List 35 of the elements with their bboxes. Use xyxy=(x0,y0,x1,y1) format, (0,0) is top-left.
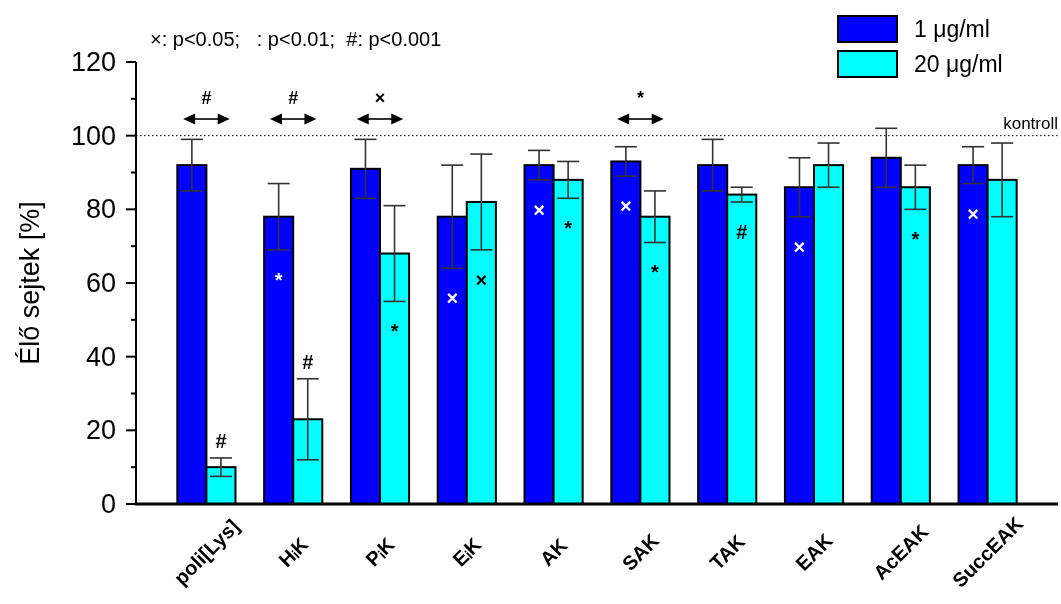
data-label: # xyxy=(736,220,748,243)
x-tick-label: PᵢK xyxy=(361,533,399,571)
x-tick-label: HᵢK xyxy=(274,532,313,571)
x-tick-label: AK xyxy=(535,533,572,570)
y-tick-label: 80 xyxy=(85,194,116,225)
y-tick-label: 0 xyxy=(100,489,116,519)
ref-line-label: kontroll xyxy=(1003,113,1058,133)
y-axis-title: Élő sejtek [%] xyxy=(15,201,45,365)
y-tick-label: 120 xyxy=(70,47,116,77)
data-label: × xyxy=(620,195,632,218)
annotation: # xyxy=(201,88,212,108)
legend-label: 20 μg/ml xyxy=(914,51,1003,77)
data-label: * xyxy=(390,320,399,343)
y-tick-label: 20 xyxy=(85,415,116,446)
data-label: × xyxy=(446,287,459,310)
data-label: × xyxy=(475,268,488,291)
data-label: * xyxy=(564,217,573,240)
data-label: * xyxy=(651,261,660,284)
annotation: * xyxy=(636,88,644,108)
data-label: * xyxy=(911,228,920,251)
data-label: # xyxy=(302,350,314,373)
data-label: × xyxy=(967,202,979,225)
y-tick-label: 60 xyxy=(85,268,116,298)
data-label: # xyxy=(215,429,227,452)
data-label: × xyxy=(533,198,545,221)
y-tick-label: 100 xyxy=(70,120,116,151)
x-tick-label: TAK xyxy=(705,529,750,574)
annotation: # xyxy=(288,88,299,108)
y-tick-label: 40 xyxy=(85,341,116,372)
text: ×: p<0.05; : p<0.01; #: p<0.001 xyxy=(150,28,442,50)
legend-label: 1 μg/ml xyxy=(914,16,990,42)
data-label: × xyxy=(793,235,806,258)
x-tick-label: EᵢK xyxy=(448,533,486,571)
data-label: * xyxy=(274,268,283,291)
annotation: × xyxy=(374,88,386,108)
